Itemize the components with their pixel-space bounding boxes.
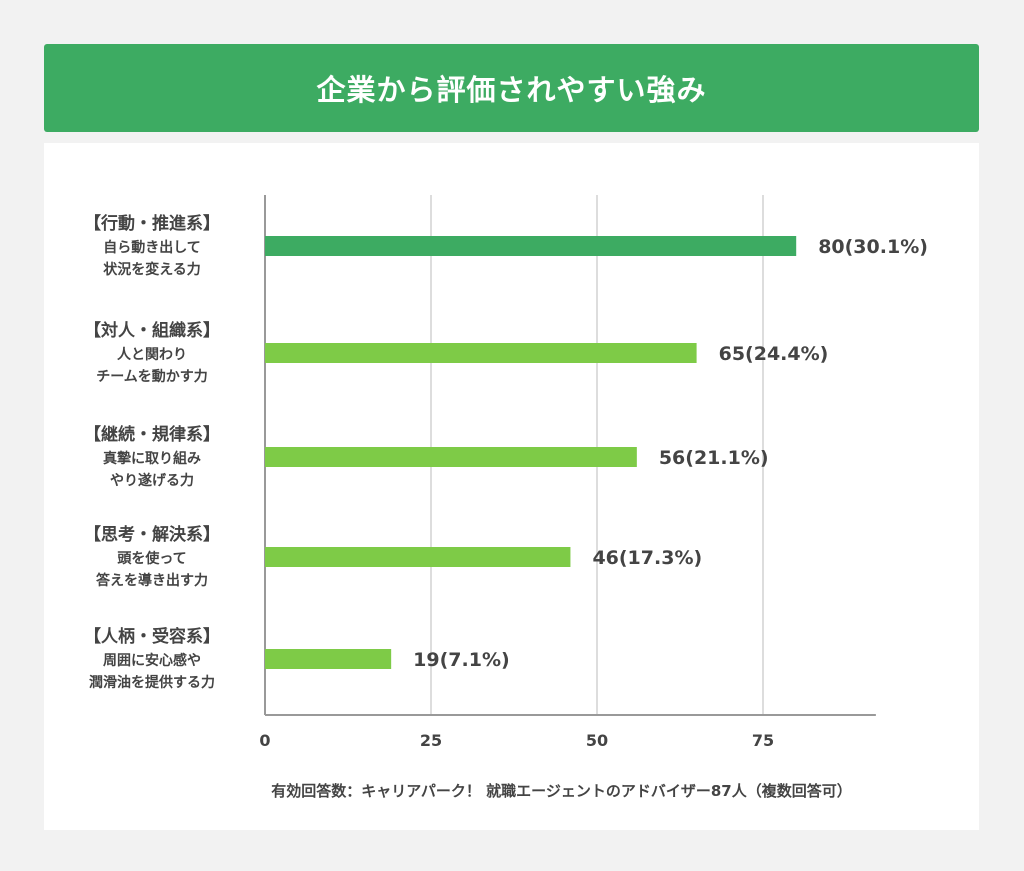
category-subtitle: やり遂げる力: [110, 472, 194, 489]
data-label: 46(17.3%): [592, 547, 702, 569]
bar: [265, 236, 797, 256]
category-subtitle: 人と関わり: [117, 346, 187, 363]
data-label: 80(30.1%): [818, 236, 928, 258]
bar: [265, 649, 392, 669]
x-tick-label: 75: [752, 731, 774, 750]
x-tick-label: 50: [586, 731, 608, 750]
category-title: 【行動・推進系】: [84, 213, 220, 234]
chart-title: 企業から評価されやすい強み: [316, 73, 707, 107]
category-subtitle: 答えを導き出す力: [96, 572, 208, 589]
x-tick-label: 25: [420, 731, 442, 750]
x-tick-label: 0: [259, 731, 270, 750]
chart-note: 有効回答数：キャリアパーク！ 就職エージェントのアドバイザー87人（複数回答可）: [271, 782, 852, 800]
category-subtitle: チームを動かす力: [96, 368, 208, 385]
bar: [265, 447, 637, 467]
chart-panel: 0 25 50 75 80(30.1%) 【行動・推進系】自ら動き出して 状況を変える力 65…: [44, 143, 979, 830]
category-title: 【対人・組織系】: [84, 320, 220, 341]
category-subtitle: 真摯に取り組み: [103, 450, 201, 467]
category-title: 【継続・規律系】: [84, 424, 220, 445]
category-title: 【人柄・受容系】: [84, 626, 220, 647]
category-title: 【思考・解決系】: [84, 524, 220, 545]
category-subtitle: 潤滑油を提供する力: [89, 674, 215, 691]
data-label: 19(7.1%): [413, 649, 510, 671]
data-label: 65(24.4%): [719, 343, 829, 365]
data-label: 56(21.1%): [659, 447, 769, 469]
category-subtitle: 周囲に安心感や: [103, 652, 201, 669]
bar: [265, 547, 571, 567]
bar: [265, 343, 697, 363]
category-subtitle: 状況を変える力: [103, 261, 201, 278]
chart-header: 企業から評価されやすい強み: [44, 44, 979, 132]
category-subtitle: 頭を使って: [117, 550, 186, 567]
category-subtitle: 自ら動き出して: [103, 239, 201, 256]
